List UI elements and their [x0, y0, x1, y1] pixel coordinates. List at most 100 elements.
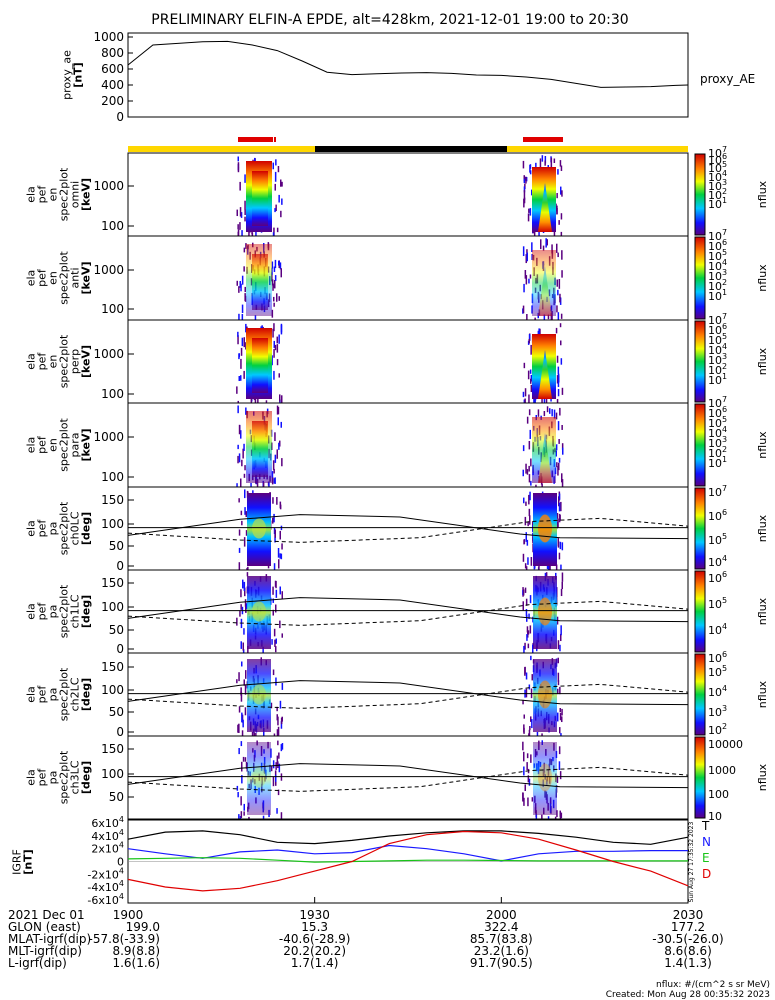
spectrogram-speckle [561, 190, 563, 197]
spectrogram-speckle [277, 789, 280, 796]
spectrogram-speckle [281, 198, 283, 205]
spectrogram-speckle [522, 553, 525, 562]
spectrogram-speckle [241, 230, 243, 238]
spectrogram-speckle [244, 286, 246, 293]
spectrogram-speckle [278, 752, 280, 759]
spectrogram-speckle [561, 250, 563, 260]
spectrogram-speckle [238, 814, 240, 822]
spectrogram-speckle [277, 166, 280, 173]
spectrogram-speckle [559, 810, 561, 817]
energy-spectrum-pass2-core [538, 433, 552, 483]
spectrogram-speckle [276, 808, 278, 814]
ylabel-line: pef [36, 185, 49, 204]
spectrogram-speckle [524, 642, 526, 650]
spectrogram-speckle [272, 517, 274, 524]
spectrogram-speckle [528, 474, 531, 483]
spectrogram-speckle [525, 609, 528, 617]
spectrogram-speckle [558, 761, 561, 770]
spectrogram-speckle [240, 796, 242, 806]
spectrogram-speckle [240, 692, 243, 702]
spectrogram-speckle [238, 424, 241, 435]
spectrogram-speckle [274, 529, 276, 536]
spectrogram-speckle [524, 270, 527, 279]
ephemeris-value: 1.4(1.3) [664, 956, 712, 970]
ylabel-line: pa [47, 605, 60, 619]
spectrogram-speckle [244, 707, 247, 716]
spectrogram-speckle [276, 755, 279, 765]
ylabel-line: spec2plot [58, 167, 71, 221]
spectrogram-speckle [539, 158, 542, 169]
spectrogram-speckle [550, 157, 553, 168]
spectrogram-speckle [277, 406, 280, 415]
spectrogram-speckle [560, 340, 562, 346]
spectrogram-ytick-label: 100 [101, 767, 124, 781]
spectrogram-panel [127, 569, 706, 654]
spectrogram-speckle [541, 155, 544, 162]
spectrogram-speckle [530, 655, 532, 661]
spectrogram-speckle [527, 643, 530, 649]
anti-loss-cone-line [127, 517, 689, 543]
spectrogram-speckle [276, 344, 279, 353]
ephemeris-value: 1.7(1.4) [291, 956, 339, 970]
spectrogram-speckle [527, 213, 530, 222]
spectrogram-speckle [555, 450, 557, 457]
igrf-series-E [127, 857, 688, 863]
spectrogram-speckle [272, 497, 274, 504]
spectrogram-speckle [523, 751, 525, 762]
colorbar-tick-label: 100 [708, 788, 729, 801]
colorbar-tick-label: 107 [708, 145, 727, 160]
colorbar-tick-label: 107 [708, 395, 727, 410]
date-label: 2021 Dec 01 [8, 908, 85, 922]
spectrogram-speckle [240, 641, 242, 649]
anti-loss-cone-line [127, 766, 689, 792]
spectrogram-speckle [279, 586, 281, 595]
spectrogram-speckle [555, 564, 558, 571]
pitch-angle-blob-pass2 [533, 742, 557, 815]
spectrogram-speckle [551, 244, 553, 254]
ephemeris-value: 85.7(83.8) [470, 932, 533, 946]
spectrogram-speckle [558, 552, 561, 560]
spectrogram-speckle [241, 520, 243, 526]
ylabel-line: en [47, 355, 60, 369]
spectrogram-ytick-label: 150 [101, 742, 124, 756]
spectrogram-speckle [557, 389, 560, 397]
spectrogram-speckle [535, 814, 538, 822]
spectrogram-ytick-label: 50 [109, 623, 124, 637]
spectrogram-speckle [526, 249, 528, 256]
colorbar-tick-label: 101 [708, 455, 727, 470]
spectrogram-speckle [237, 455, 239, 464]
spectrogram-speckle [557, 712, 559, 722]
colorbar-tick-label: 103 [708, 352, 727, 367]
spectrogram-speckle [236, 280, 238, 286]
spectrogram-speckle [238, 672, 240, 682]
spectrogram-speckle [238, 748, 240, 755]
status-bar-black [315, 146, 507, 152]
spectrogram-speckle [531, 797, 534, 802]
spectrogram-speckle [275, 762, 277, 770]
colorbar-tick-label: 105 [708, 415, 727, 430]
spectrogram-speckle [526, 539, 529, 546]
igrf-ytick-label: 6x104 [91, 815, 124, 830]
spectrogram-speckle [527, 370, 530, 380]
spectrogram-speckle [245, 323, 247, 333]
ylabel-line: [deg] [80, 678, 93, 711]
colorbar-tick-label: 105 [708, 332, 727, 347]
ylabel-line: [keV] [80, 428, 93, 461]
spectrogram-speckle [528, 778, 531, 786]
status-bar-yellow-right [507, 146, 688, 152]
ylabel-line: [nT] [72, 62, 85, 87]
colorbar-label: nflux [756, 680, 769, 708]
spectrogram-speckle [242, 642, 244, 651]
ylabel-line: ela [25, 353, 38, 370]
spectrogram-speckle [275, 646, 277, 653]
spectrogram-speckle [560, 588, 563, 597]
ylabel-line: pa [47, 688, 60, 702]
spectrogram-speckle [561, 425, 563, 430]
ylabel-line: proxy_ae [61, 50, 74, 100]
ephemeris-value: 15.3 [301, 920, 328, 934]
spectrogram-speckle [275, 589, 278, 598]
colorbar-tick-label: 10000 [708, 738, 743, 751]
